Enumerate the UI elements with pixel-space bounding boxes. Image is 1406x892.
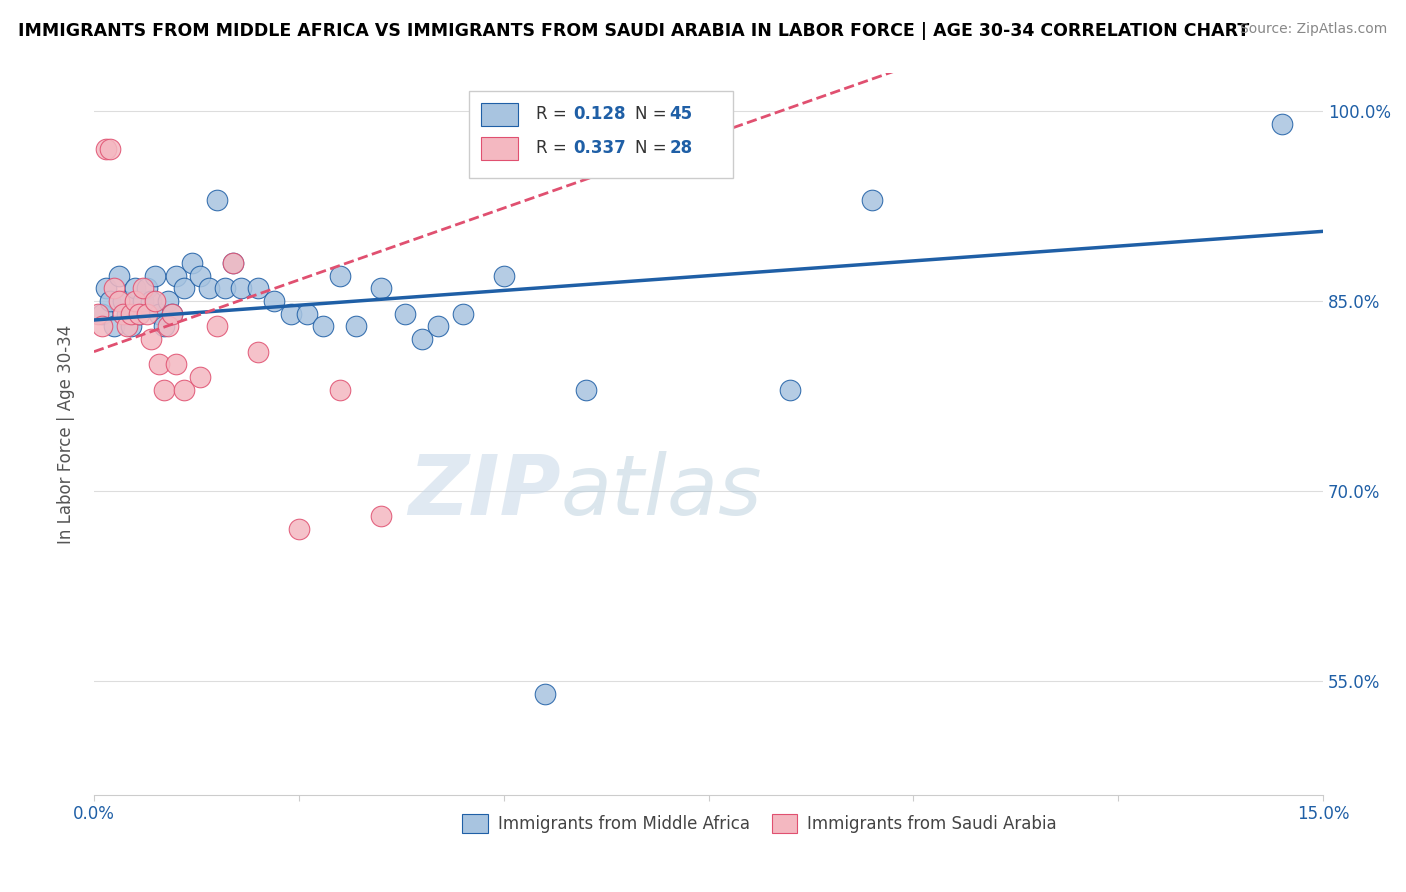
Point [145, 268, 167, 283]
Point [111, 307, 134, 321]
Point [533, 687, 555, 701]
Point [111, 293, 134, 308]
Point [124, 293, 146, 308]
Text: Source: ZipAtlas.com: Source: ZipAtlas.com [1240, 22, 1388, 37]
Point [246, 344, 269, 359]
Point [427, 319, 450, 334]
Point [411, 332, 433, 346]
Point [205, 193, 228, 207]
Point [222, 256, 245, 270]
Point [148, 307, 170, 321]
Point [141, 293, 163, 308]
Point [205, 319, 228, 334]
Point [124, 281, 146, 295]
Point [152, 319, 174, 334]
Point [103, 319, 125, 334]
Point [120, 307, 142, 321]
Point [145, 293, 167, 308]
Point [91, 307, 114, 321]
Point [96, 281, 118, 295]
FancyBboxPatch shape [468, 91, 733, 178]
Point [87, 307, 110, 321]
FancyBboxPatch shape [481, 136, 517, 160]
Text: 45: 45 [669, 105, 692, 123]
Text: N =: N = [634, 105, 672, 123]
Point [344, 319, 367, 334]
Point [329, 268, 352, 283]
Point [103, 281, 125, 295]
Text: ZIP: ZIP [408, 451, 561, 533]
Point [197, 281, 219, 295]
Point [575, 383, 598, 397]
Point [98, 142, 121, 156]
Point [91, 319, 114, 334]
Point [862, 193, 884, 207]
Point [492, 268, 515, 283]
Point [246, 281, 269, 295]
Point [288, 522, 311, 536]
Text: 28: 28 [669, 139, 692, 157]
Point [231, 281, 253, 295]
Point [370, 281, 392, 295]
Point [370, 509, 392, 524]
Point [280, 307, 302, 321]
Point [312, 319, 335, 334]
Point [115, 319, 138, 334]
Text: Immigrants from Middle Africa: Immigrants from Middle Africa [498, 814, 749, 832]
Point [165, 357, 187, 371]
Point [132, 293, 155, 308]
Point [160, 307, 183, 321]
Text: N =: N = [634, 139, 672, 157]
Point [141, 332, 163, 346]
FancyBboxPatch shape [481, 103, 517, 126]
Point [295, 307, 318, 321]
Text: Immigrants from Saudi Arabia: Immigrants from Saudi Arabia [807, 814, 1056, 832]
Text: IMMIGRANTS FROM MIDDLE AFRICA VS IMMIGRANTS FROM SAUDI ARABIA IN LABOR FORCE | A: IMMIGRANTS FROM MIDDLE AFRICA VS IMMIGRA… [18, 22, 1250, 40]
Point [107, 268, 129, 283]
Point [160, 307, 183, 321]
Point [263, 293, 285, 308]
Point [120, 319, 142, 334]
Point [115, 307, 138, 321]
Point [128, 307, 150, 321]
Point [165, 268, 187, 283]
Text: 0.337: 0.337 [574, 139, 626, 157]
Point [222, 256, 245, 270]
Point [96, 142, 118, 156]
Y-axis label: In Labor Force | Age 30-34: In Labor Force | Age 30-34 [58, 325, 75, 543]
Point [132, 281, 155, 295]
Point [152, 383, 174, 397]
Point [181, 256, 204, 270]
Point [779, 383, 801, 397]
Point [394, 307, 416, 321]
Point [190, 370, 212, 384]
Text: atlas: atlas [561, 451, 762, 533]
Point [190, 268, 212, 283]
Point [136, 281, 159, 295]
Point [451, 307, 474, 321]
Point [329, 383, 352, 397]
Point [98, 293, 121, 308]
Point [128, 307, 150, 321]
Text: 0.128: 0.128 [574, 105, 626, 123]
Point [136, 307, 159, 321]
Text: R =: R = [537, 105, 572, 123]
Point [1271, 117, 1294, 131]
Point [173, 281, 195, 295]
Text: R =: R = [537, 139, 572, 157]
Point [107, 293, 129, 308]
Point [148, 357, 170, 371]
Point [214, 281, 236, 295]
Point [156, 319, 179, 334]
Point [156, 293, 179, 308]
Point [173, 383, 195, 397]
